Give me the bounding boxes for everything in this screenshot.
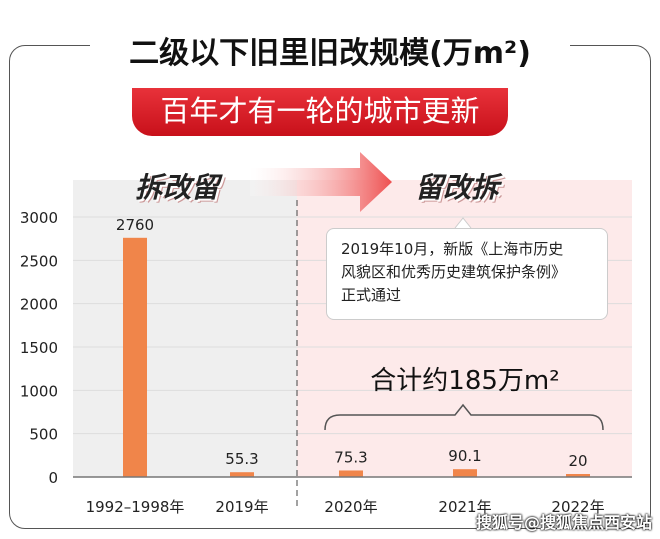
y-tick-label: 500	[29, 426, 58, 444]
bar	[230, 472, 254, 477]
y-tick-label: 1000	[20, 382, 58, 400]
subtitle-banner: 百年才有一轮的城市更新	[132, 88, 508, 136]
chart-title: 二级以下旧里旧改规模(万m²)	[90, 28, 570, 72]
note-line: 2019年10月，新版《上海市历史	[341, 240, 564, 258]
note-box: 2019年10月，新版《上海市历史 风貌区和优秀历史建筑保护条例》 正式通过	[326, 228, 608, 320]
right-phase-label: 留改拆	[415, 171, 500, 204]
bar	[566, 474, 590, 477]
total-label: 合计约185万m²	[370, 366, 560, 396]
y-tick-label: 1500	[20, 339, 58, 357]
bar	[339, 470, 363, 477]
x-tick-label: 2019年	[215, 498, 268, 516]
left-phase-label: 拆改留	[135, 171, 220, 204]
data-label: 90.1	[448, 447, 481, 465]
x-tick-label: 2021年	[438, 498, 491, 516]
x-tick-label: 1992–1998年	[86, 498, 185, 516]
data-label: 2760	[116, 216, 154, 234]
arrow-icon	[250, 152, 392, 212]
data-label: 20	[568, 452, 587, 470]
y-tick-label: 2000	[20, 296, 58, 314]
y-tick-label: 3000	[20, 209, 58, 227]
x-tick-label: 2022年	[551, 498, 604, 516]
y-tick-label: 0	[48, 469, 58, 487]
y-tick-label: 2500	[20, 252, 58, 270]
bar	[123, 237, 147, 477]
note-line: 风貌区和优秀历史建筑保护条例》	[341, 263, 567, 281]
x-tick-label: 2020年	[324, 498, 377, 516]
old-phase-region	[73, 180, 297, 477]
brace	[324, 403, 604, 431]
note-line: 正式通过	[341, 286, 402, 304]
data-label: 55.3	[225, 450, 258, 468]
data-label: 75.3	[334, 448, 367, 466]
note-pointer	[454, 217, 472, 229]
watermark: 搜狐号@搜狐焦点西安站	[475, 513, 652, 532]
bar	[453, 469, 477, 477]
